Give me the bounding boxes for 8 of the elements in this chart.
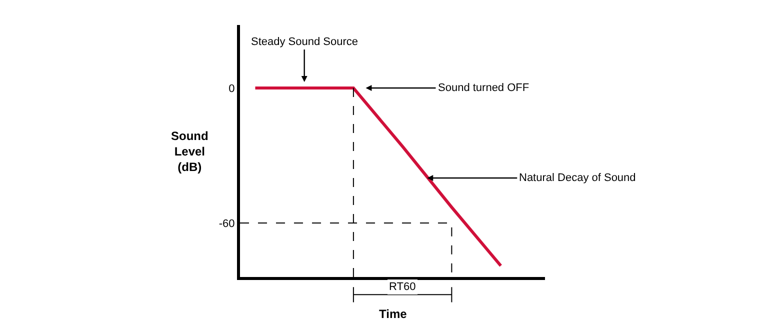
annotation: Sound turned OFF: [438, 82, 530, 94]
x-axis-title: Time: [379, 307, 408, 321]
y-axis-title: Sound Level (dB): [171, 129, 208, 174]
annotation: Steady Sound Source: [251, 36, 358, 48]
text: RT60: [389, 281, 416, 293]
annotation: Natural Decay of Sound: [519, 172, 636, 184]
y-tick-label: 0: [228, 82, 235, 95]
y-tick-label: -60: [218, 218, 235, 230]
